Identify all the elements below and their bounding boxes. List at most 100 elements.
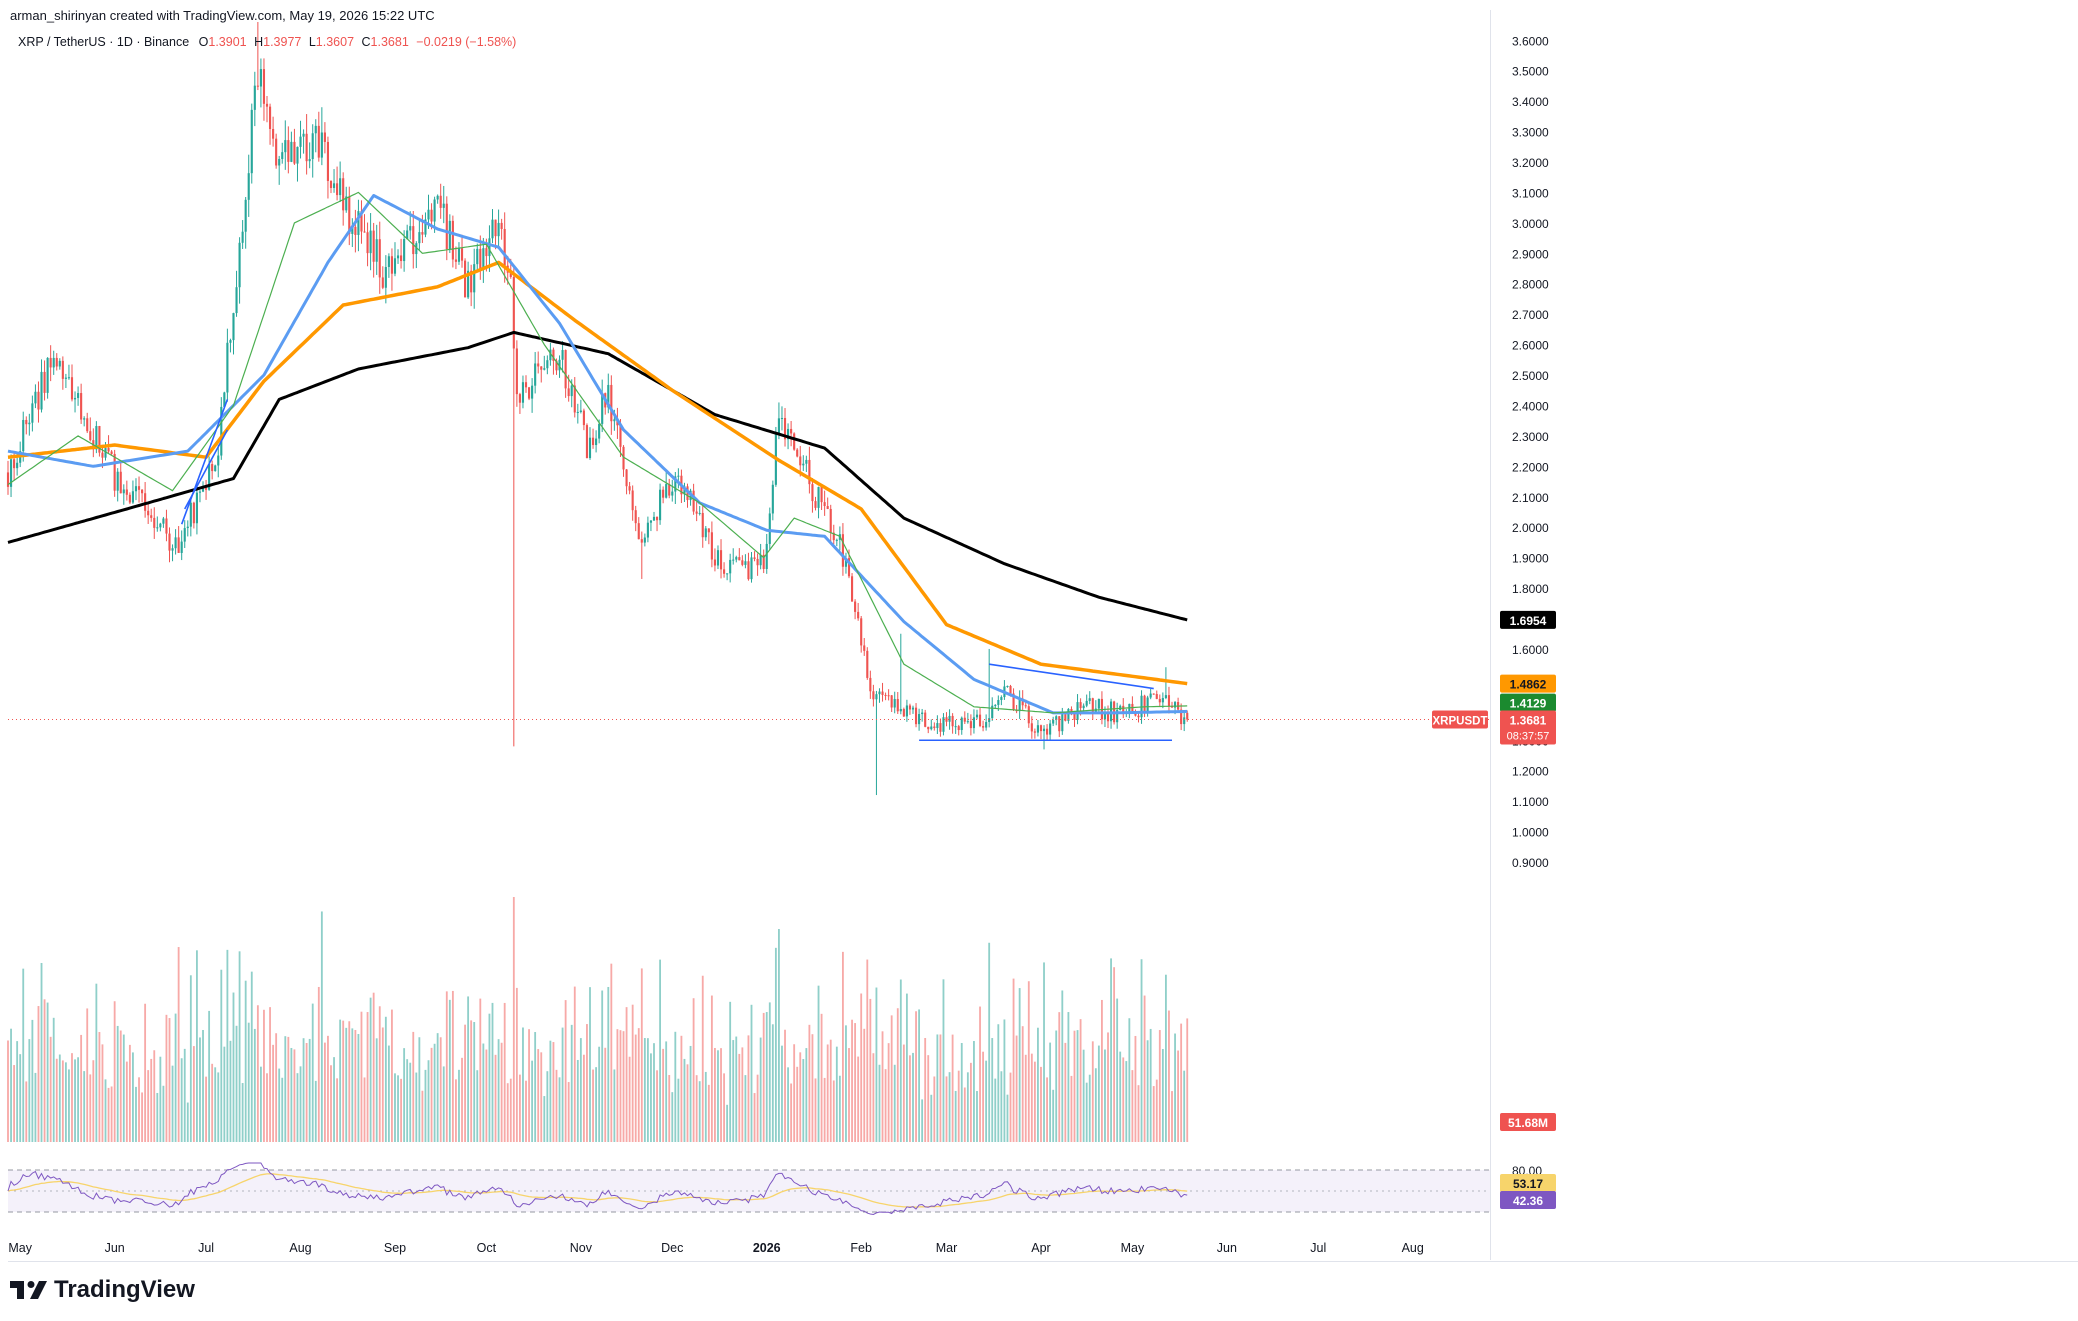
volume-bar: [887, 1043, 890, 1142]
candle-body: [579, 410, 582, 412]
candle-body: [515, 348, 518, 395]
candle-body: [1103, 713, 1107, 720]
ohlc-high-value: 1.3977: [263, 35, 302, 49]
y-tick-label: 2.5000: [1512, 369, 1549, 383]
candle-body: [595, 438, 598, 446]
volume-bar: [214, 1067, 217, 1142]
candle-body: [162, 518, 165, 524]
volume-bar: [689, 1045, 692, 1142]
candle-body: [780, 417, 784, 419]
candle-body: [585, 425, 589, 459]
x-tick-label: 2026: [753, 1241, 781, 1255]
candle-body: [403, 239, 406, 262]
candle-body: [1158, 698, 1161, 703]
y-tick-label: 1.1000: [1512, 795, 1549, 809]
candle-body: [622, 446, 625, 470]
candle-body: [284, 140, 287, 153]
candle-body: [723, 569, 726, 574]
volume-bar: [107, 1087, 110, 1142]
volume-bar: [936, 1034, 939, 1142]
candle-body: [540, 366, 543, 370]
candle-body: [591, 437, 595, 446]
volume-bar: [1052, 1089, 1055, 1142]
candle-body: [384, 267, 387, 288]
candle-body: [201, 487, 205, 492]
candle-body: [1097, 698, 1100, 709]
volume-bar: [375, 1038, 378, 1142]
volume-bar: [1122, 1057, 1125, 1142]
volume-bar: [811, 1034, 814, 1142]
candle-body: [524, 382, 528, 388]
candle-body: [802, 463, 805, 466]
volume-bar: [442, 1066, 445, 1142]
tradingview-logo[interactable]: TradingView: [10, 1276, 195, 1303]
candle-body: [841, 534, 844, 567]
volume-bar: [659, 959, 662, 1142]
volume-bar: [784, 1029, 786, 1142]
volume-bar: [296, 1073, 299, 1142]
y-tick-label: 2.6000: [1512, 339, 1549, 353]
candle-body: [372, 230, 375, 262]
candle-body: [771, 484, 774, 514]
volume-bar: [455, 1079, 457, 1142]
candle-body: [186, 526, 189, 529]
y-tick-label: 2.2000: [1512, 460, 1549, 474]
volume-bar: [1104, 1049, 1106, 1142]
volume-bar: [610, 963, 613, 1142]
candle-body: [1088, 698, 1091, 701]
candle-body: [1012, 693, 1015, 710]
volume-bar: [680, 1035, 683, 1142]
volume-bar: [726, 1104, 729, 1142]
volume-bar: [616, 1029, 619, 1142]
volume-bar: [607, 986, 610, 1142]
volume-bar: [564, 1000, 567, 1142]
candle-body: [296, 146, 299, 164]
volume-bar: [756, 1074, 759, 1142]
volume-bar: [293, 1049, 296, 1142]
candle-body: [628, 486, 631, 491]
volume-bar: [994, 1078, 997, 1142]
candle-body: [165, 518, 168, 534]
candle-body: [479, 248, 482, 270]
volume-bar: [899, 979, 902, 1142]
volume-bar: [857, 1056, 860, 1142]
volume-bar: [546, 1071, 549, 1142]
y-tick-label: 2.1000: [1512, 491, 1549, 505]
candle-body: [250, 109, 253, 174]
volume-bar: [717, 1050, 719, 1142]
candle-body: [716, 550, 720, 566]
volume-bar: [351, 1028, 354, 1142]
volume-bar: [628, 1056, 631, 1142]
candle-body: [997, 699, 1000, 705]
volume-bar: [1027, 981, 1030, 1142]
candle-body: [875, 694, 878, 700]
x-tick-label: Jul: [198, 1241, 214, 1255]
candle-body: [908, 705, 912, 710]
volume-bar: [259, 1066, 262, 1142]
candle-body: [966, 721, 969, 723]
volume-bar: [814, 1078, 817, 1142]
candle-body: [424, 219, 427, 235]
y-tick-label: 1.2000: [1512, 765, 1549, 779]
candle-body: [975, 714, 979, 718]
candle-body: [290, 141, 293, 162]
volume-bar: [771, 1024, 774, 1142]
candle-body: [884, 694, 887, 696]
candle-body: [820, 487, 823, 503]
volume-bar: [1125, 1061, 1128, 1142]
volume-bar: [275, 1033, 278, 1142]
volume-bar: [89, 1074, 92, 1142]
volume-bar: [714, 1047, 716, 1142]
volume-bar: [430, 1047, 433, 1142]
candle-body: [1021, 698, 1024, 706]
candle-body: [98, 426, 101, 453]
symbol-title[interactable]: XRP / TetherUS · 1D · Binance: [18, 35, 190, 49]
volume-bar: [912, 1052, 914, 1142]
candle-body: [144, 493, 147, 511]
candle-body: [80, 393, 83, 420]
volume-bar: [552, 1042, 555, 1142]
volume-bar: [424, 1069, 427, 1142]
volume-bar: [281, 1077, 284, 1142]
